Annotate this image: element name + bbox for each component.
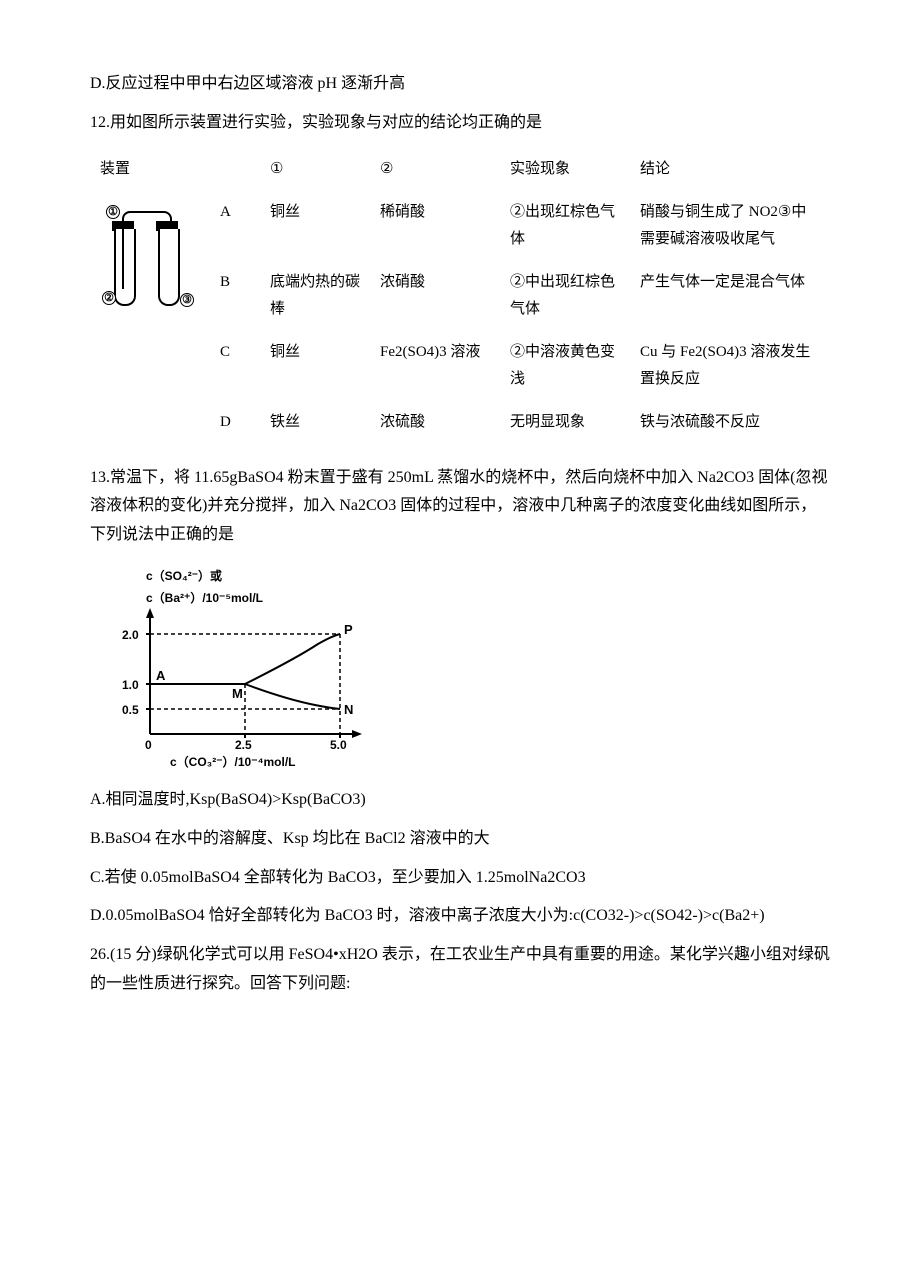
row-key: D: [210, 401, 260, 444]
apparatus-label-1: ①: [106, 205, 120, 219]
point-M: M: [232, 686, 243, 701]
row-concl: 产生气体一定是混合气体: [630, 261, 830, 331]
apparatus-label-3: ③: [180, 293, 194, 307]
table-header-row: 装置 ① ② 实验现象 结论: [90, 148, 830, 191]
svg-text:2.0: 2.0: [122, 628, 139, 642]
row-phen: ②出现红棕色气体: [500, 191, 630, 261]
row-key: C: [210, 331, 260, 401]
svg-text:2.5: 2.5: [235, 738, 252, 752]
row-c1: 底端灼热的碳棒: [260, 261, 370, 331]
row-c2: Fe2(SO4)3 溶液: [370, 331, 500, 401]
row-c2: 浓硝酸: [370, 261, 500, 331]
svg-text:5.0: 5.0: [330, 738, 347, 752]
q13-option-c: C.若使 0.05molBaSO4 全部转化为 BaCO3，至少要加入 1.25…: [90, 864, 830, 893]
svg-text:1.0: 1.0: [122, 678, 139, 692]
apparatus-diagram: ① ② ③: [100, 199, 190, 319]
q26-stem: 26.(15 分)绿矾化学式可以用 FeSO4•xH2O 表示，在工农业生产中具…: [90, 941, 830, 999]
q12-stem: 12.用如图所示装置进行实验，实验现象与对应的结论均正确的是: [90, 109, 830, 138]
row-concl: Cu 与 Fe2(SO4)3 溶液发生置换反应: [630, 331, 830, 401]
row-phen: 无明显现象: [500, 401, 630, 444]
hdr-col2: ②: [370, 148, 500, 191]
y-axis-label: c（SO₄²⁻）或 c（Ba²⁺）/10⁻⁵mol/L: [146, 566, 263, 609]
q13-option-a: A.相同温度时,Ksp(BaSO4)>Ksp(BaCO3): [90, 786, 830, 815]
apparatus-label-2: ②: [102, 291, 116, 305]
q11-option-d: D.反应过程中甲中右边区域溶液 pH 逐渐升高: [90, 70, 830, 99]
svg-text:0: 0: [145, 738, 152, 752]
hdr-apparatus: 装置: [90, 148, 210, 191]
row-c2: 浓硫酸: [370, 401, 500, 444]
hdr-col1: ①: [260, 148, 370, 191]
q13-option-b: B.BaSO4 在水中的溶解度、Ksp 均比在 BaCl2 溶液中的大: [90, 825, 830, 854]
row-c1: 铁丝: [260, 401, 370, 444]
q13-option-d: D.0.05molBaSO4 恰好全部转化为 BaCO3 时，溶液中离子浓度大小…: [90, 902, 830, 931]
row-key: A: [210, 191, 260, 261]
q12-table: 装置 ① ② 实验现象 结论 ① ② ③ A 铜丝 稀硝酸 ②出现红棕色气体 硝…: [90, 148, 830, 444]
x-axis-label: c（CO₃²⁻）/10⁻⁴mol/L: [170, 752, 296, 774]
chart-svg: A M P N 2.0 1.0 0.5 0 2.5 5.0: [110, 604, 370, 754]
row-c1: 铜丝: [260, 191, 370, 261]
q13-chart: c（SO₄²⁻）或 c（Ba²⁺）/10⁻⁵mol/L A M P N 2.0 …: [110, 568, 390, 768]
row-c2: 稀硝酸: [370, 191, 500, 261]
row-phen: ②中出现红棕色气体: [500, 261, 630, 331]
svg-text:0.5: 0.5: [122, 703, 139, 717]
q13-stem: 13.常温下，将 11.65gBaSO4 粉末置于盛有 250mL 蒸馏水的烧杯…: [90, 464, 830, 550]
row-key: B: [210, 261, 260, 331]
table-row: ① ② ③ A 铜丝 稀硝酸 ②出现红棕色气体 硝酸与铜生成了 NO2③中需要碱…: [90, 191, 830, 261]
row-phen: ②中溶液黄色变浅: [500, 331, 630, 401]
point-A: A: [156, 668, 166, 683]
point-N: N: [344, 702, 353, 717]
row-concl: 硝酸与铜生成了 NO2③中需要碱溶液吸收尾气: [630, 191, 830, 261]
row-c1: 铜丝: [260, 331, 370, 401]
point-P: P: [344, 622, 353, 637]
row-concl: 铁与浓硫酸不反应: [630, 401, 830, 444]
hdr-phenomenon: 实验现象: [500, 148, 630, 191]
hdr-conclusion: 结论: [630, 148, 830, 191]
